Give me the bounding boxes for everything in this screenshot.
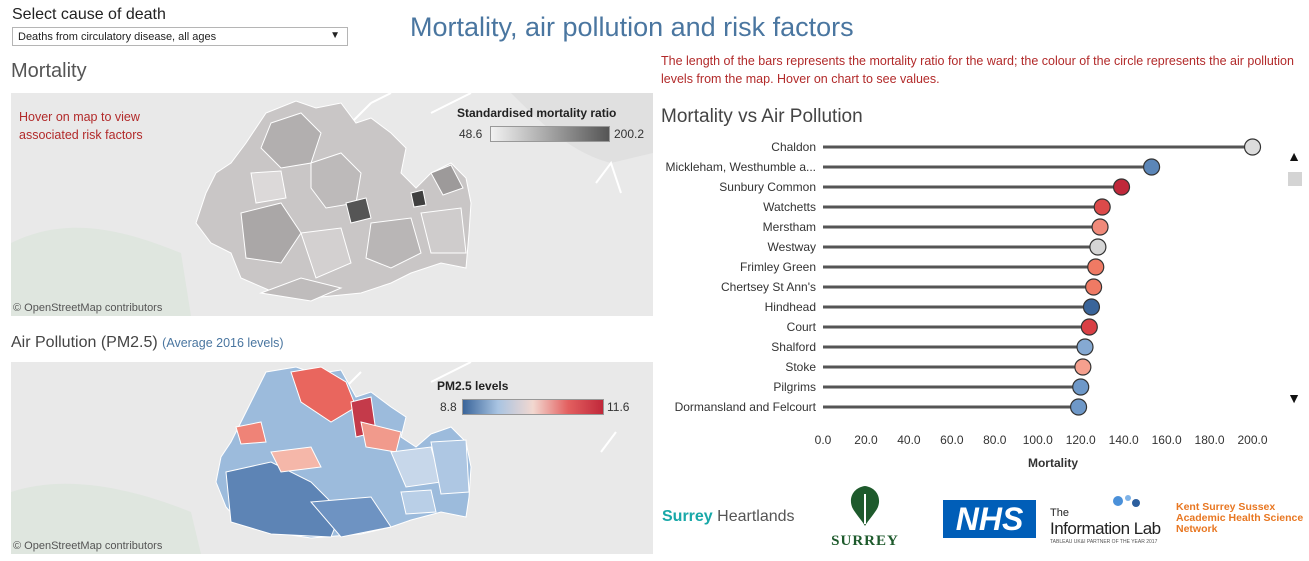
bar-point[interactable]: [1112, 178, 1131, 196]
surrey-logo: SURREY: [828, 484, 902, 550]
map-attribution: © OpenStreetMap contributors: [13, 540, 163, 552]
x-tick-label: 120.0: [1066, 433, 1096, 447]
bar-point[interactable]: [1093, 198, 1111, 216]
category-label: Shalford: [771, 340, 816, 354]
bar-point[interactable]: [1087, 258, 1105, 276]
surrey-heartlands-logo: Surrey Heartlands: [662, 508, 795, 526]
scroll-down-icon[interactable]: ▼: [1287, 390, 1301, 406]
air-pollution-map[interactable]: PM2.5 levels 8.8 11.6 © OpenStreetMap co…: [11, 362, 653, 554]
cause-select-label: Select cause of death: [12, 6, 166, 23]
x-tick-label: 60.0: [940, 433, 964, 447]
nhs-logo: NHS: [943, 500, 1036, 538]
bar-point[interactable]: [1243, 138, 1262, 156]
bar-point[interactable]: [1069, 398, 1088, 416]
x-tick-label: 80.0: [983, 433, 1007, 447]
bar-point[interactable]: [1080, 318, 1098, 336]
category-label: Hindhead: [765, 300, 816, 314]
chevron-down-icon: ▼: [330, 30, 340, 41]
mortality-heading: Mortality: [11, 60, 87, 82]
category-label: Frimley Green: [740, 260, 816, 274]
category-label: Dormansland and Felcourt: [675, 400, 817, 414]
il-tagline: TABLEAU UK&I PARTNER OF THE YEAR 2017: [1050, 539, 1158, 545]
dots-icon: [1113, 495, 1140, 507]
air-pollution-heading: Air Pollution (PM2.5) (Average 2016 leve…: [11, 334, 284, 352]
category-label: Court: [787, 320, 817, 334]
category-label: Merstham: [763, 220, 816, 234]
category-label: Sunbury Common: [719, 180, 816, 194]
il-the: The: [1050, 507, 1069, 519]
pm25-legend-max: 11.6: [607, 400, 630, 414]
oak-leaf-icon: [850, 486, 880, 526]
bar-point[interactable]: [1082, 298, 1101, 316]
category-label: Westway: [768, 240, 816, 254]
x-tick-label: 100.0: [1023, 433, 1053, 447]
x-tick-label: 140.0: [1109, 433, 1139, 447]
bar-point[interactable]: [1074, 358, 1092, 376]
mortality-map-canvas: [11, 93, 653, 316]
cause-of-death-dropdown[interactable]: Deaths from circulatory disease, all age…: [12, 27, 348, 46]
pm25-legend-title: PM2.5 levels: [437, 379, 509, 393]
il-name: Information Lab: [1050, 519, 1161, 538]
x-tick-label: 20.0: [854, 433, 878, 447]
map-hover-hint: Hover on map to view associated risk fac…: [19, 110, 143, 142]
bar-point[interactable]: [1089, 238, 1107, 256]
chart-scrollbar[interactable]: ▲ ▼: [1286, 140, 1302, 412]
category-label: Stoke: [785, 360, 816, 374]
pm25-legend-min: 8.8: [440, 400, 457, 414]
air-pollution-subtitle: (Average 2016 levels): [162, 336, 284, 350]
map-attribution: © OpenStreetMap contributors: [13, 302, 163, 314]
information-lab-logo: The Information Lab TABLEAU UK&I PARTNER…: [1050, 493, 1170, 545]
surrey-wordmark: SURREY: [831, 533, 899, 549]
bar-point[interactable]: [1085, 278, 1103, 296]
category-label: Pilgrims: [773, 380, 816, 394]
scroll-thumb[interactable]: [1288, 172, 1302, 186]
pm25-legend-gradient: [462, 399, 604, 415]
mortality-map[interactable]: Hover on map to view associated risk fac…: [11, 93, 653, 316]
mortality-vs-pollution-chart[interactable]: Chaldon Mickleham, Westhumble a... Sunbury…: [655, 132, 1305, 477]
air-pollution-map-canvas: [11, 362, 617, 554]
x-tick-label: 200.0: [1238, 433, 1268, 447]
x-tick-label: 180.0: [1195, 433, 1225, 447]
x-tick-label: 40.0: [897, 433, 921, 447]
scroll-up-icon[interactable]: ▲: [1287, 148, 1301, 164]
bar-point[interactable]: [1142, 158, 1161, 176]
heartlands-word-b: Heartlands: [717, 508, 795, 525]
bar-point[interactable]: [1072, 378, 1090, 396]
mortality-wards[interactable]: [195, 100, 472, 302]
heartlands-word-a: Surrey: [662, 508, 713, 525]
category-label: Chertsey St Ann's: [721, 280, 816, 294]
x-axis-label: Mortality: [1028, 456, 1078, 470]
dropdown-value: Deaths from circulatory disease, all age…: [18, 31, 217, 43]
mortality-legend-title: Standardised mortality ratio: [457, 106, 617, 120]
x-tick-label: 0.0: [815, 433, 832, 447]
page-title: Mortality, air pollution and risk factor…: [410, 12, 854, 42]
chart-title: Mortality vs Air Pollution: [661, 106, 863, 127]
chart-clip-mask: [655, 428, 1295, 477]
bar-point[interactable]: [1091, 218, 1109, 236]
mortality-legend-gradient: [490, 126, 610, 142]
bar-point[interactable]: [1076, 338, 1094, 356]
air-pollution-title: Air Pollution (PM2.5): [11, 334, 158, 351]
air-pollution-wards[interactable]: [215, 366, 472, 539]
category-label: Mickleham, Westhumble a...: [666, 160, 817, 174]
kss-ahsn-logo: Kent Surrey Sussex Academic Health Scien…: [1176, 501, 1304, 535]
mortality-legend-max: 200.2: [614, 127, 645, 141]
category-label: Chaldon: [771, 140, 816, 154]
mortality-legend-min: 48.6: [459, 127, 483, 141]
chart-note: The length of the bars represents the mo…: [661, 54, 1294, 86]
category-label: Watchetts: [763, 200, 816, 214]
x-tick-label: 160.0: [1152, 433, 1182, 447]
